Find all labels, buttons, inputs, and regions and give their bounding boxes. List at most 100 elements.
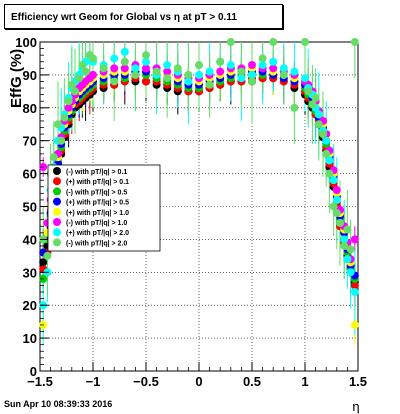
- data-point: [43, 251, 52, 260]
- data-point: [57, 136, 66, 145]
- legend-entry-label: (+) with pT/|q| > 0.5: [66, 200, 129, 207]
- data-point: [237, 67, 246, 76]
- data-point: [184, 77, 193, 86]
- x-tick-label: −1: [86, 374, 101, 389]
- data-point: [226, 38, 235, 46]
- data-point: [142, 51, 150, 60]
- data-point: [343, 225, 352, 234]
- y-tick-label: 10: [23, 331, 37, 346]
- y-tick-label: 40: [23, 232, 37, 247]
- data-point: [205, 80, 214, 89]
- data-point: [163, 67, 172, 76]
- data-point: [258, 61, 267, 70]
- y-tick-label: 60: [23, 167, 37, 182]
- x-tick-label: 0: [195, 374, 202, 389]
- data-point: [89, 70, 97, 79]
- data-point: [329, 202, 338, 211]
- x-tick-label: 1.5: [349, 374, 367, 389]
- data-point: [64, 97, 73, 106]
- data-point: [258, 54, 267, 63]
- y-tick-label: 80: [23, 101, 37, 116]
- legend-marker: [53, 207, 61, 216]
- legend-entry-label: (+) with pT/|q| > 1.0: [66, 210, 129, 217]
- data-point: [290, 67, 299, 76]
- data-point: [173, 64, 182, 73]
- data-point: [322, 136, 331, 145]
- legend-marker: [53, 228, 61, 237]
- data-point: [329, 176, 338, 185]
- data-point: [120, 57, 129, 66]
- data-point: [142, 64, 150, 73]
- data-point: [70, 87, 79, 96]
- data-point: [39, 258, 48, 267]
- x-tick-label: 0.5: [243, 374, 261, 389]
- data-point: [346, 268, 355, 277]
- data-point: [163, 61, 172, 70]
- data-point: [120, 64, 129, 73]
- y-tick-label: 30: [23, 265, 37, 280]
- data-point: [75, 74, 84, 83]
- y-tick-label: 0: [30, 364, 37, 379]
- data-point: [89, 54, 97, 63]
- legend-box: [47, 164, 161, 252]
- data-point: [195, 70, 203, 79]
- data-point: [64, 103, 73, 112]
- x-tick-label: 1: [301, 374, 308, 389]
- data-point: [322, 149, 331, 158]
- data-point: [332, 195, 341, 204]
- data-point: [99, 64, 108, 73]
- y-tick-label: 50: [23, 200, 37, 215]
- data-point: [346, 245, 355, 254]
- data-point: [152, 67, 161, 76]
- data-point: [350, 281, 359, 290]
- data-points: [39, 38, 359, 345]
- data-point: [226, 61, 235, 70]
- data-point: [269, 64, 278, 73]
- data-point: [350, 320, 359, 329]
- data-point: [343, 255, 352, 264]
- legend-marker: [53, 177, 61, 186]
- data-point: [301, 38, 309, 46]
- legend-marker: [53, 167, 61, 175]
- data-point: [340, 235, 349, 244]
- y-tick-label: 70: [23, 134, 37, 149]
- legend-marker: [53, 187, 61, 196]
- data-point: [131, 70, 140, 79]
- y-tick-label: 90: [23, 68, 37, 83]
- data-point: [314, 120, 323, 129]
- legend-marker: [53, 197, 61, 206]
- data-point: [248, 77, 256, 86]
- legend-entry-label: (-) with pT/|q| > 0.1: [66, 169, 127, 176]
- data-point: [216, 57, 225, 66]
- data-point: [279, 70, 288, 79]
- data-point: [332, 186, 341, 195]
- data-point: [340, 241, 349, 250]
- footer-date: Sun Apr 10 08:39:33 2016: [4, 399, 113, 409]
- y-tick-label: 20: [23, 298, 37, 313]
- data-point: [110, 64, 119, 73]
- legend-entry-label: (+) with pT/|q| > 0.1: [66, 179, 129, 186]
- x-axis-label: η: [352, 399, 359, 414]
- data-point: [142, 77, 150, 86]
- data-point: [301, 74, 309, 83]
- data-point: [290, 103, 299, 112]
- data-point: [319, 130, 328, 139]
- legend-entry-label: (-) with pT/|q| > 1.0: [66, 220, 127, 227]
- data-point: [205, 67, 214, 76]
- legend-marker: [53, 218, 61, 226]
- legend: (-) with pT/|q| > 0.1 (+) with pT/|q| > 0…: [47, 164, 161, 252]
- data-point: [60, 113, 69, 122]
- data-point: [81, 67, 90, 76]
- data-point: [308, 100, 317, 109]
- data-point: [332, 209, 341, 218]
- data-point: [248, 70, 256, 79]
- data-point: [184, 70, 193, 79]
- data-point: [248, 61, 256, 70]
- y-tick-label: 100: [15, 35, 37, 50]
- x-tick-label: −0.5: [133, 374, 159, 389]
- data-point: [237, 74, 246, 83]
- data-point: [304, 87, 313, 96]
- data-point: [314, 110, 323, 119]
- data-point: [49, 153, 58, 162]
